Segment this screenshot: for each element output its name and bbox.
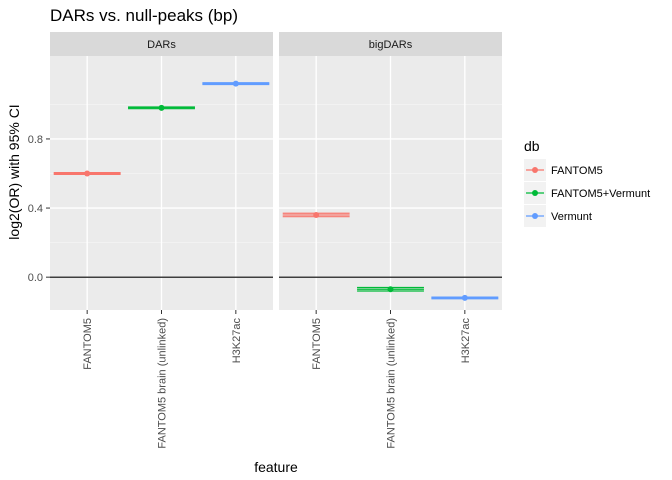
facet-panel-bigdars: bigDARs FANTOM5 FANTOM5 brain (unlinked) H3… [279, 32, 502, 449]
legend-label: Vermunt [551, 211, 592, 223]
x-axis-title: feature [254, 459, 298, 475]
data-point-group [431, 294, 499, 301]
data-point-group [282, 211, 350, 218]
y-axis-title: log2(OR) with 95% CI [6, 104, 22, 239]
x-tick-label: FANTOM5 [82, 318, 94, 370]
x-tick-label: FANTOM5 [311, 318, 323, 370]
facet-panel-dars: DARs FANTOM5 FANTOM5 brain (unlinked) H3K27… [50, 32, 273, 449]
facet-strip-label: bigDARs [369, 39, 413, 51]
data-point-group [128, 104, 195, 111]
data-point [387, 286, 394, 293]
data-point-group [53, 170, 121, 177]
facet-panels: DARs FANTOM5 FANTOM5 brain (unlinked) H3K27… [50, 32, 502, 449]
legend-title: db [524, 138, 540, 154]
facet-strip-label: DARs [147, 39, 176, 51]
y-axis: 0.0 0.4 0.8 [28, 134, 50, 284]
legend-key-point [532, 167, 538, 173]
facet-strip [279, 32, 502, 56]
legend-key-point [532, 213, 538, 219]
y-tick-label: 0.8 [28, 134, 43, 146]
chart-title: DARs vs. null-peaks (bp) [50, 6, 238, 25]
x-tick-label: FANTOM5 brain (unlinked) [386, 318, 398, 449]
data-point [313, 211, 320, 218]
x-tick-label: H3K27ac [460, 318, 472, 364]
x-tick-label: FANTOM5 brain (unlinked) [157, 318, 169, 449]
y-tick-label: 0.4 [28, 203, 43, 215]
facet-strip [50, 32, 273, 56]
data-point [84, 170, 91, 177]
legend-key-point [532, 190, 538, 196]
data-point [461, 294, 468, 301]
data-point-group [202, 80, 270, 87]
data-point-group [357, 286, 424, 293]
x-tick-label: H3K27ac [231, 318, 243, 364]
legend-label: FANTOM5+Vermunt [551, 188, 650, 200]
legend-item: FANTOM5 [524, 159, 603, 181]
data-point [232, 80, 239, 87]
legend-item: Vermunt [524, 205, 592, 227]
legend-item: FANTOM5+Vermunt [524, 182, 650, 204]
y-tick-label: 0.0 [28, 272, 43, 284]
legend: db FANTOM5 FANTOM5+Vermunt Vermunt [524, 138, 650, 227]
legend-label: FANTOM5 [551, 165, 603, 177]
data-point [158, 104, 165, 111]
